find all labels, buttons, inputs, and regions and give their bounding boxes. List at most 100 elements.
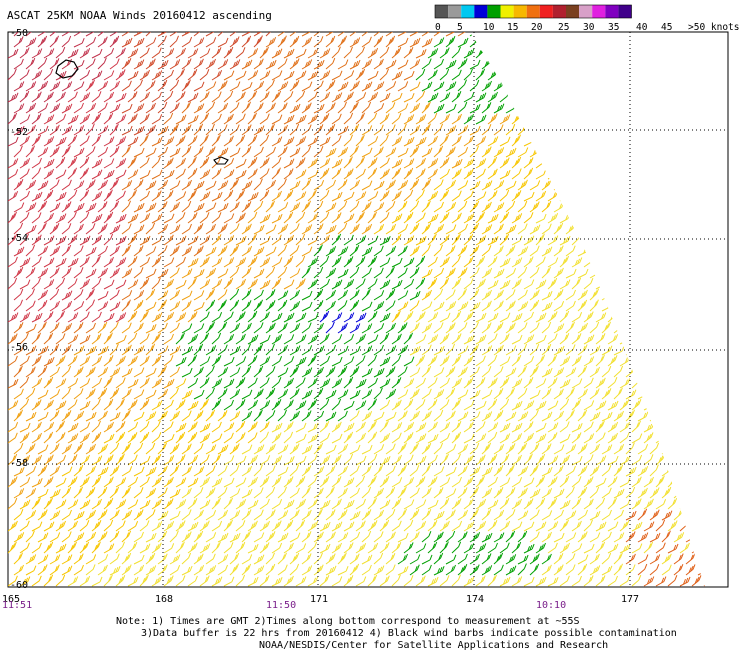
barb-shaft bbox=[169, 294, 178, 301]
wind-barb bbox=[385, 245, 397, 257]
barb-feather bbox=[172, 127, 176, 133]
barb-feather bbox=[324, 236, 328, 242]
barb-shaft bbox=[67, 194, 76, 202]
barb-shaft bbox=[211, 262, 221, 268]
barb-feather bbox=[163, 32, 167, 34]
wind-barb bbox=[259, 113, 270, 125]
wind-barb bbox=[289, 268, 301, 279]
barb-feather bbox=[423, 157, 426, 164]
barb-feather bbox=[271, 61, 275, 67]
barb-feather bbox=[427, 101, 431, 107]
barb-feather bbox=[474, 246, 478, 253]
barb-feather bbox=[33, 323, 37, 330]
barb-feather bbox=[522, 181, 526, 187]
wind-barb bbox=[349, 244, 360, 257]
barb-feather bbox=[19, 145, 23, 151]
barb-feather bbox=[104, 223, 108, 229]
barb-feather bbox=[313, 258, 316, 264]
wind-barb bbox=[43, 68, 54, 81]
barb-feather bbox=[379, 181, 383, 188]
wind-barb bbox=[115, 169, 127, 180]
barb-feather bbox=[153, 25, 155, 30]
barb-feather bbox=[159, 136, 163, 143]
barb-feather bbox=[45, 268, 49, 274]
barb-shaft bbox=[433, 42, 443, 48]
barb-feather bbox=[166, 281, 170, 287]
wind-barb bbox=[409, 300, 420, 312]
barb-feather bbox=[237, 323, 241, 329]
barb-feather bbox=[440, 145, 444, 152]
barb-feather bbox=[559, 203, 563, 209]
barb-shaft bbox=[61, 184, 70, 191]
barb-feather bbox=[381, 224, 385, 230]
barb-shaft bbox=[457, 228, 466, 235]
barb-feather bbox=[495, 91, 498, 98]
barb-shaft bbox=[331, 51, 339, 59]
barb-feather bbox=[313, 115, 316, 121]
barb-feather bbox=[51, 279, 55, 285]
wind-barb bbox=[463, 278, 474, 290]
barb-feather bbox=[296, 35, 300, 42]
barb-shaft bbox=[289, 32, 298, 37]
barb-feather bbox=[481, 236, 485, 242]
wind-barb bbox=[439, 47, 450, 59]
barb-shaft bbox=[319, 216, 328, 224]
barb-shaft bbox=[169, 40, 177, 48]
barb-shaft bbox=[271, 317, 281, 323]
barb-feather bbox=[130, 160, 134, 166]
wind-barb bbox=[439, 256, 450, 268]
barb-feather bbox=[236, 266, 240, 273]
barb-shaft bbox=[289, 228, 298, 235]
barb-shaft bbox=[277, 295, 287, 301]
barb-feather bbox=[284, 146, 288, 152]
barb-feather bbox=[298, 160, 302, 166]
wind-barb bbox=[169, 123, 179, 136]
barb-feather bbox=[19, 247, 23, 254]
wind-barb bbox=[307, 169, 319, 180]
barb-feather bbox=[333, 147, 337, 154]
barb-feather bbox=[45, 103, 49, 109]
barb-feather bbox=[470, 190, 474, 196]
wind-barb bbox=[67, 167, 77, 180]
wind-barb bbox=[157, 79, 168, 92]
barb-feather bbox=[240, 136, 244, 142]
wind-barb bbox=[571, 312, 583, 323]
barb-feather bbox=[337, 280, 341, 287]
wind-barb bbox=[259, 134, 270, 147]
barb-feather bbox=[267, 213, 271, 220]
barb-feather bbox=[213, 202, 217, 208]
barb-feather bbox=[201, 269, 205, 275]
wind-barb bbox=[25, 32, 34, 37]
barb-feather bbox=[201, 103, 205, 109]
barb-shaft bbox=[55, 174, 65, 180]
barb-feather bbox=[254, 256, 258, 262]
barb-feather bbox=[432, 170, 436, 176]
barb-feather bbox=[104, 36, 108, 42]
wind-barb bbox=[337, 300, 348, 312]
barb-shaft bbox=[319, 162, 328, 169]
barb-feather bbox=[81, 60, 85, 66]
wind-barb bbox=[37, 222, 47, 235]
barb-feather bbox=[482, 46, 486, 53]
barb-feather bbox=[340, 149, 344, 156]
barb-feather bbox=[312, 191, 316, 197]
barb-feather bbox=[80, 322, 84, 328]
barb-shaft bbox=[343, 117, 351, 125]
barb-shaft bbox=[469, 108, 479, 114]
wind-barb bbox=[109, 35, 120, 48]
barb-feather bbox=[493, 313, 497, 320]
wind-barb bbox=[277, 32, 286, 37]
barb-shaft bbox=[289, 273, 299, 279]
wind-barb bbox=[199, 169, 211, 180]
barb-feather bbox=[145, 134, 149, 140]
barb-feather bbox=[486, 203, 490, 209]
barb-feather bbox=[219, 70, 223, 76]
wind-barb bbox=[541, 301, 553, 312]
wind-barb bbox=[271, 136, 283, 147]
barb-feather bbox=[252, 92, 256, 98]
wind-barb bbox=[361, 267, 372, 279]
barb-shaft bbox=[217, 107, 226, 114]
barb-feather bbox=[460, 270, 464, 276]
barb-feather bbox=[592, 292, 596, 298]
barb-shaft bbox=[169, 229, 179, 235]
